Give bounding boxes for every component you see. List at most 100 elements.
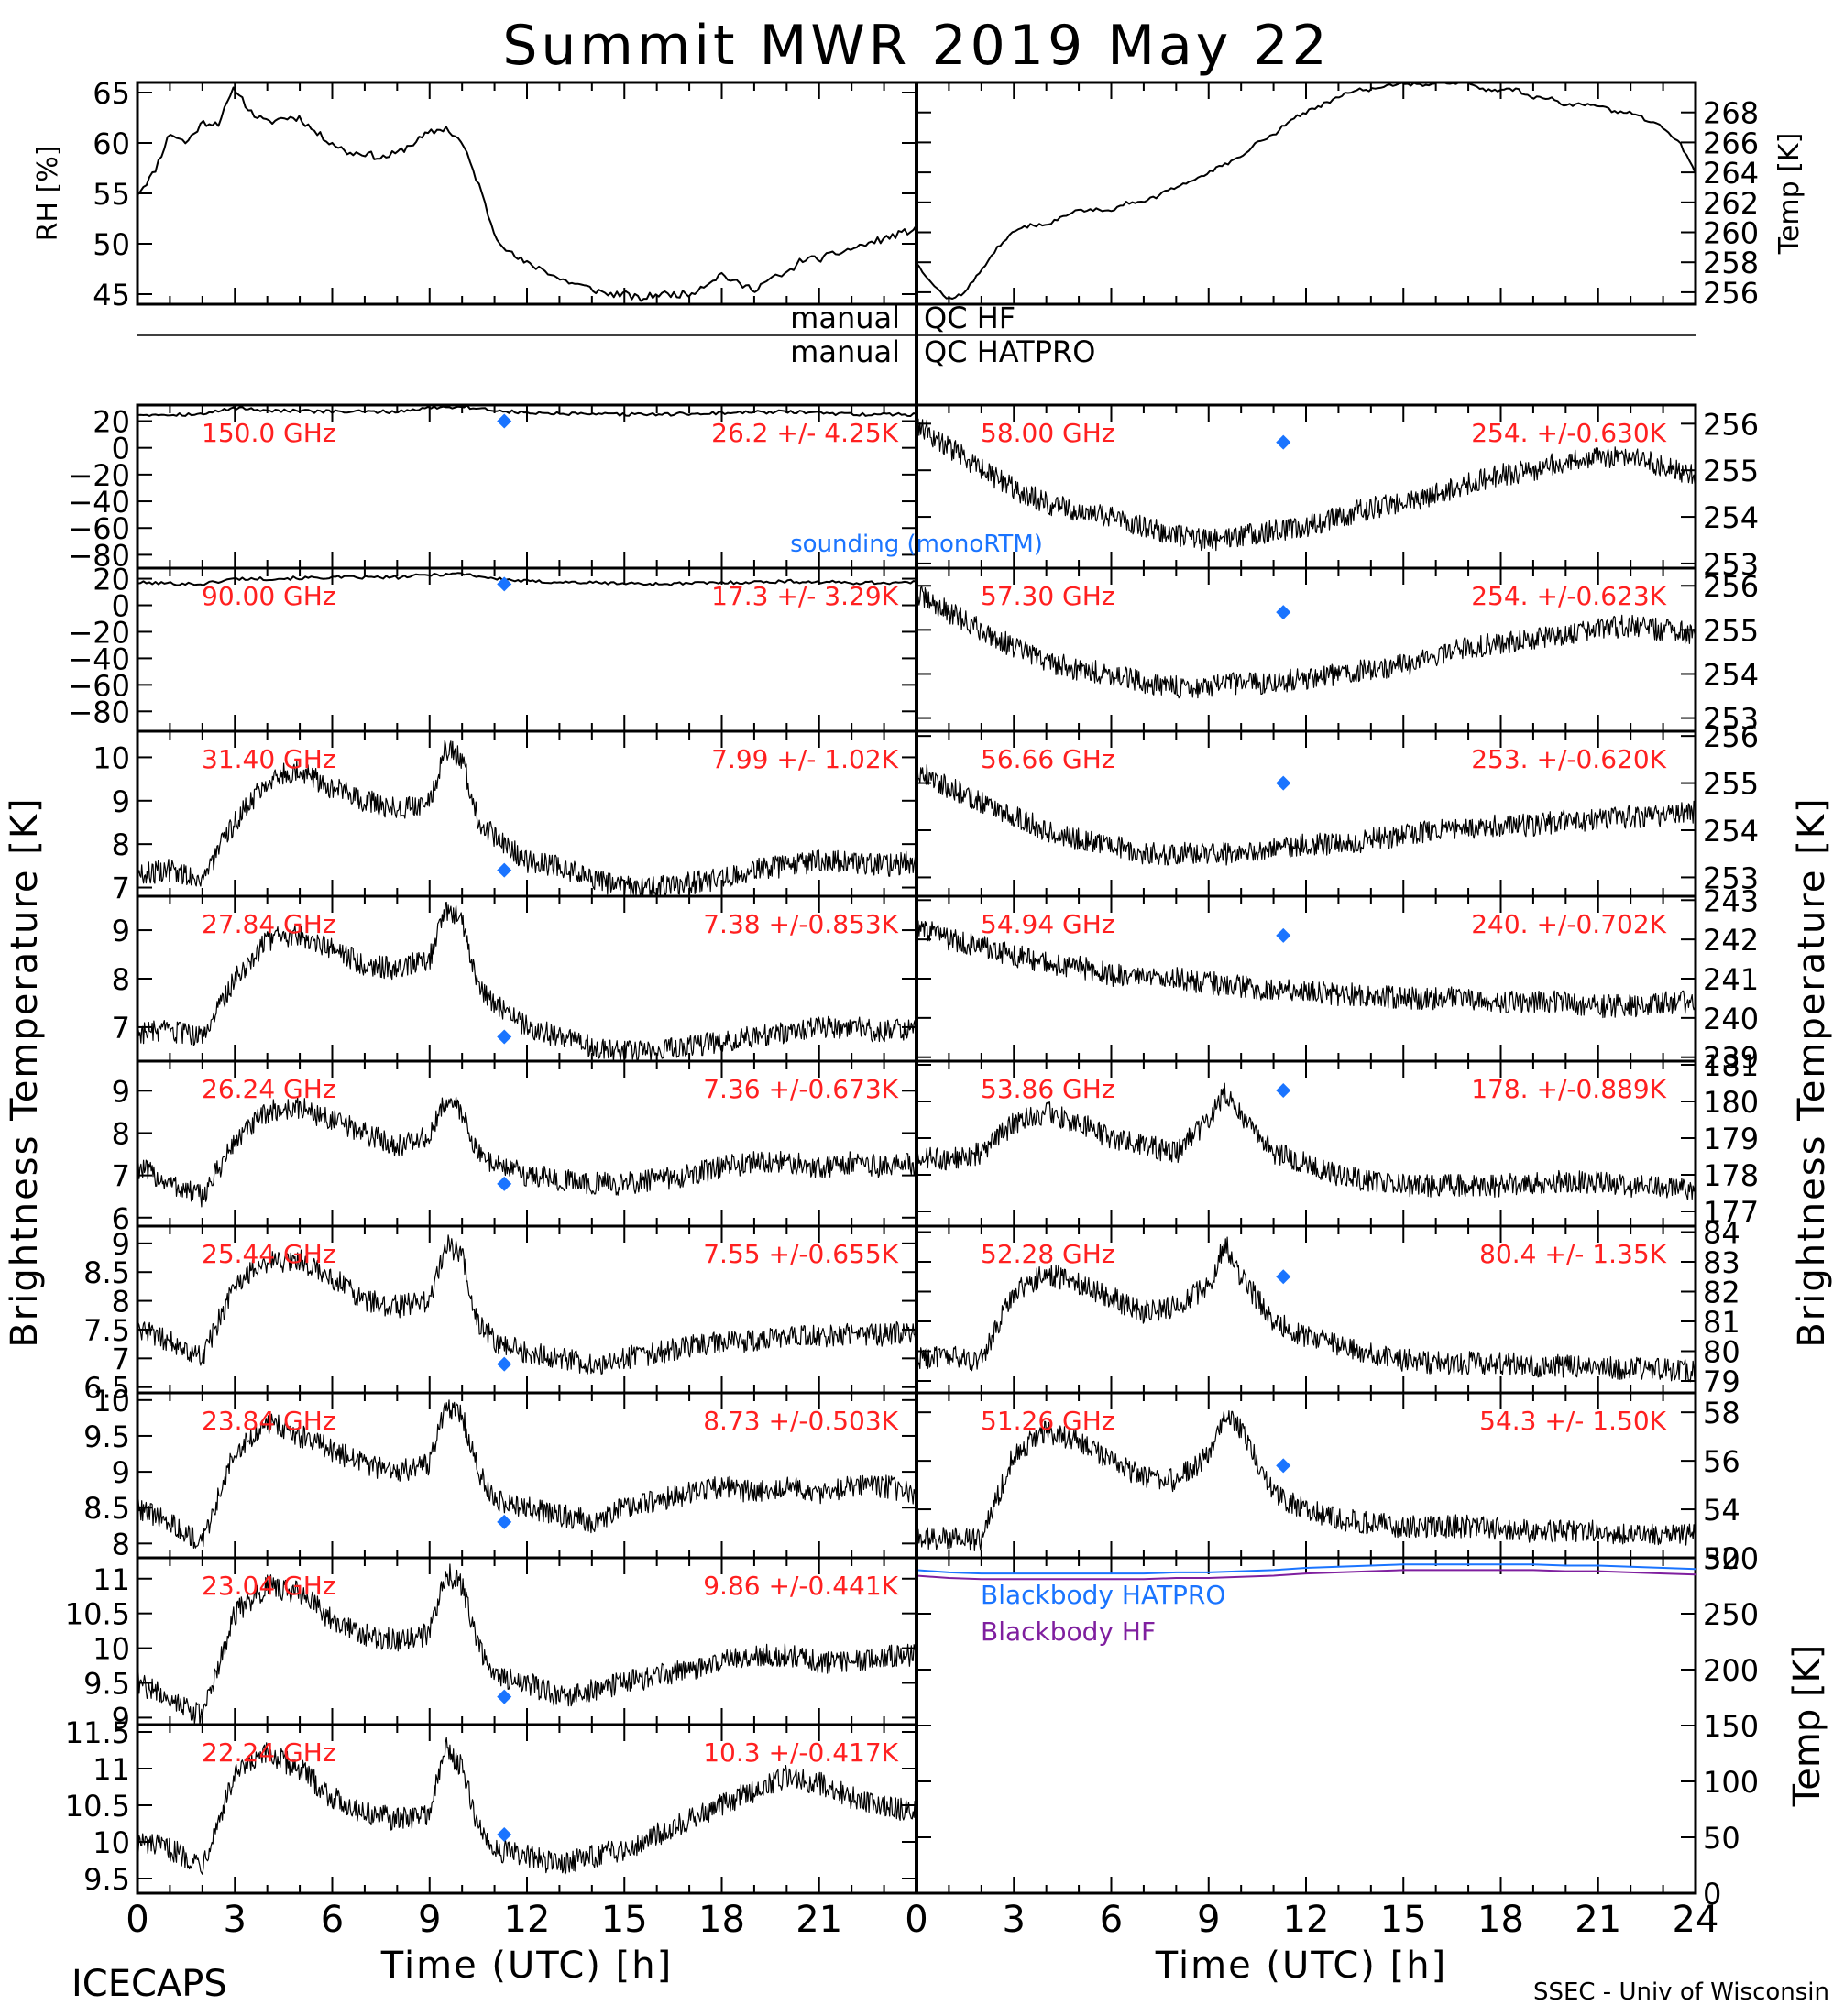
panel-25-44-ghz-frequency-label: 25.44 GHz bbox=[202, 1239, 336, 1269]
blackbody-y-tick-label: 150 bbox=[1703, 1709, 1759, 1744]
panel-56-66-ghz-frequency-label: 56.66 GHz bbox=[981, 744, 1115, 774]
panel-90-00-ghz-y-tick-label: 0 bbox=[112, 589, 130, 624]
panel-26-24-ghz-stat-label: 7.36 +/-0.673K bbox=[703, 1074, 898, 1104]
panel-27-84-ghz-y-tick-label: 9 bbox=[112, 914, 130, 948]
temp-y-tick-label: 260 bbox=[1703, 216, 1759, 251]
panel-54-94-ghz-series-line bbox=[916, 920, 1696, 1019]
panel-51-26-ghz-frequency-label: 51.26 GHz bbox=[981, 1406, 1115, 1436]
panel-27-84-ghz-stat-label: 7.38 +/-0.853K bbox=[703, 909, 898, 939]
panel-54-94-ghz-y-tick-label: 240 bbox=[1703, 1002, 1759, 1036]
panel-90-00-ghz-y-tick-label: −40 bbox=[68, 641, 130, 676]
panel-23-04-ghz-sounding-marker bbox=[497, 1689, 512, 1704]
rh-y-tick-label: 55 bbox=[93, 177, 130, 212]
blackbody-y-tick-label: 50 bbox=[1703, 1821, 1740, 1856]
panel-57-30-ghz-y-tick-label: 255 bbox=[1703, 613, 1759, 648]
panel-53-86-ghz-series-line bbox=[916, 1082, 1696, 1200]
panel-53-86-ghz-frequency-label: 53.86 GHz bbox=[981, 1074, 1115, 1104]
panel-54-94-ghz-y-tick-label: 242 bbox=[1703, 923, 1759, 958]
panel-26-24-ghz-y-tick-label: 6 bbox=[112, 1201, 130, 1236]
panel-90-00-ghz-y-tick-label: −20 bbox=[68, 615, 130, 650]
panel-56-66-ghz-sounding-marker bbox=[1276, 775, 1291, 791]
blackbody-y-tick-label: 250 bbox=[1703, 1597, 1759, 1632]
rh-y-axis-label: RH [%] bbox=[32, 146, 64, 242]
panel-90-00-ghz-sounding-marker bbox=[497, 576, 512, 592]
panel-23-84-ghz-sounding-marker bbox=[497, 1514, 512, 1529]
panel-22-24-ghz-sounding-marker bbox=[497, 1827, 512, 1842]
blackbody-y-tick-label: 200 bbox=[1703, 1653, 1759, 1688]
panel-58-00-ghz-sounding-marker bbox=[1276, 434, 1291, 450]
x-tick-label-left: 9 bbox=[418, 1899, 441, 1941]
panel-53-86-ghz-sounding-marker bbox=[1276, 1083, 1291, 1098]
panel-31-40-ghz-y-tick-label: 8 bbox=[112, 827, 130, 862]
panel-54-94-ghz-stat-label: 240. +/-0.702K bbox=[1471, 909, 1666, 939]
panel-25-44-ghz-y-tick-label: 7 bbox=[112, 1342, 130, 1376]
panel-150-0-ghz-stat-label: 26.2 +/- 4.25K bbox=[711, 418, 898, 448]
panel-90-00-ghz-y-tick-label: 20 bbox=[93, 563, 130, 597]
panel-90-00-ghz-y-tick-label: −60 bbox=[68, 668, 130, 703]
panel-54-94-ghz-y-tick-label: 239 bbox=[1703, 1041, 1759, 1076]
panel-90-00-ghz-frequency-label: 90.00 GHz bbox=[202, 581, 336, 611]
panel-54-94-ghz-y-tick-label: 241 bbox=[1703, 962, 1759, 997]
panel-25-44-ghz-sounding-marker bbox=[497, 1356, 512, 1372]
panel-56-66-ghz-y-tick-label: 254 bbox=[1703, 814, 1759, 849]
panel-54-94-ghz: 239 240 241 242 243 54.94 GHz 240. +/-0.702K bbox=[915, 883, 1759, 1076]
panel-23-84-ghz-y-tick-label: 9.5 bbox=[83, 1419, 130, 1454]
panel-54-94-ghz-sounding-marker bbox=[1276, 927, 1291, 943]
qc-label-hatpro-right: QC HATPRO bbox=[924, 334, 1095, 369]
panel-150-0-ghz-y-tick-label: −40 bbox=[68, 485, 130, 520]
rh-y-tick-label: 45 bbox=[93, 278, 130, 312]
x-tick-label-right: 15 bbox=[1380, 1899, 1427, 1941]
panel-22-24-ghz-y-tick-label: 11 bbox=[93, 1752, 130, 1787]
figure-title: Summit MWR 2019 May 22 bbox=[502, 14, 1330, 78]
panel-90-00-ghz-y-tick-label: −80 bbox=[68, 695, 130, 729]
panel-51-26-ghz-sounding-marker bbox=[1276, 1458, 1291, 1474]
panel-90-00-ghz-stat-label: 17.3 +/- 3.29K bbox=[711, 581, 898, 611]
panel-26-24-ghz-frequency-label: 26.24 GHz bbox=[202, 1074, 336, 1104]
panel-22-24-ghz-y-tick-label: 10.5 bbox=[65, 1789, 130, 1824]
panel-150-0-ghz-y-tick-label: −60 bbox=[68, 511, 130, 546]
panel-31-40-ghz-y-tick-label: 7 bbox=[112, 871, 130, 906]
panel-52-28-ghz-frequency-label: 52.28 GHz bbox=[981, 1239, 1115, 1269]
rh-y-tick-label: 60 bbox=[93, 126, 130, 161]
panel-150-0-ghz-y-tick-label: 20 bbox=[93, 405, 130, 440]
panel-51-26-ghz: 52 54 56 58 51.26 GHz 54.3 +/- 1.50K bbox=[915, 1391, 1740, 1576]
panel-31-40-ghz-y-tick-label: 10 bbox=[93, 740, 130, 775]
panel-26-24-ghz-y-tick-label: 7 bbox=[112, 1159, 130, 1194]
x-tick-label-left: 21 bbox=[796, 1899, 842, 1941]
x-tick-label-right: 21 bbox=[1575, 1899, 1621, 1941]
panel-57-30-ghz-series-line bbox=[916, 586, 1696, 699]
qc-label-hatpro-left: manual bbox=[790, 334, 900, 369]
panel-25-44-ghz-y-tick-label: 8 bbox=[112, 1285, 130, 1320]
x-tick-label-right: 9 bbox=[1197, 1899, 1220, 1941]
panel-26-24-ghz-y-tick-label: 8 bbox=[112, 1116, 130, 1151]
panel-52-28-ghz-y-tick-label: 84 bbox=[1703, 1216, 1740, 1251]
panel-90-00-ghz: 200−20−40−60−80 90.00 GHz 17.3 +/- 3.29K bbox=[68, 563, 918, 733]
temp-series-line bbox=[916, 82, 1696, 300]
qc-label-hf-left: manual bbox=[790, 301, 900, 335]
panel-22-24-ghz-y-tick-label: 11.5 bbox=[65, 1715, 130, 1750]
panel-23-04-ghz-y-tick-label: 10 bbox=[93, 1632, 130, 1667]
panel-58-00-ghz-frequency-label: 58.00 GHz bbox=[981, 418, 1115, 448]
x-tick-label-right: 24 bbox=[1673, 1899, 1719, 1941]
panel-23-04-ghz-y-tick-label: 9 bbox=[112, 1701, 130, 1736]
panel-150-0-ghz-y-tick-label: −80 bbox=[68, 538, 130, 573]
panel-56-66-ghz-y-tick-label: 255 bbox=[1703, 767, 1759, 802]
panel-56-66-ghz-stat-label: 253. +/-0.620K bbox=[1471, 744, 1666, 774]
x-tick-label-left: 12 bbox=[504, 1899, 551, 1941]
panel-31-40-ghz-sounding-marker bbox=[497, 862, 512, 878]
panel-53-86-ghz-y-tick-label: 179 bbox=[1703, 1122, 1759, 1156]
x-tick-label-right: 0 bbox=[905, 1899, 927, 1941]
panel-56-66-ghz: 253 254 255 256 56.66 GHz 253. +/-0.620K bbox=[915, 719, 1759, 898]
panel-23-04-ghz-y-tick-label: 11 bbox=[93, 1562, 130, 1597]
blackbody-y-tick-label: 100 bbox=[1703, 1765, 1759, 1800]
panel-22-24-ghz-y-tick-label: 9.5 bbox=[83, 1862, 130, 1897]
panel-23-84-ghz-y-tick-label: 8.5 bbox=[83, 1491, 130, 1526]
panel-52-28-ghz-y-tick-label: 80 bbox=[1703, 1335, 1740, 1370]
temp-y-tick-label: 256 bbox=[1703, 276, 1759, 311]
panel-90-00-ghz-series-line bbox=[137, 572, 917, 586]
panel-31-40-ghz-stat-label: 7.99 +/- 1.02K bbox=[711, 744, 898, 774]
panel-51-26-ghz-y-tick-label: 54 bbox=[1703, 1493, 1740, 1528]
